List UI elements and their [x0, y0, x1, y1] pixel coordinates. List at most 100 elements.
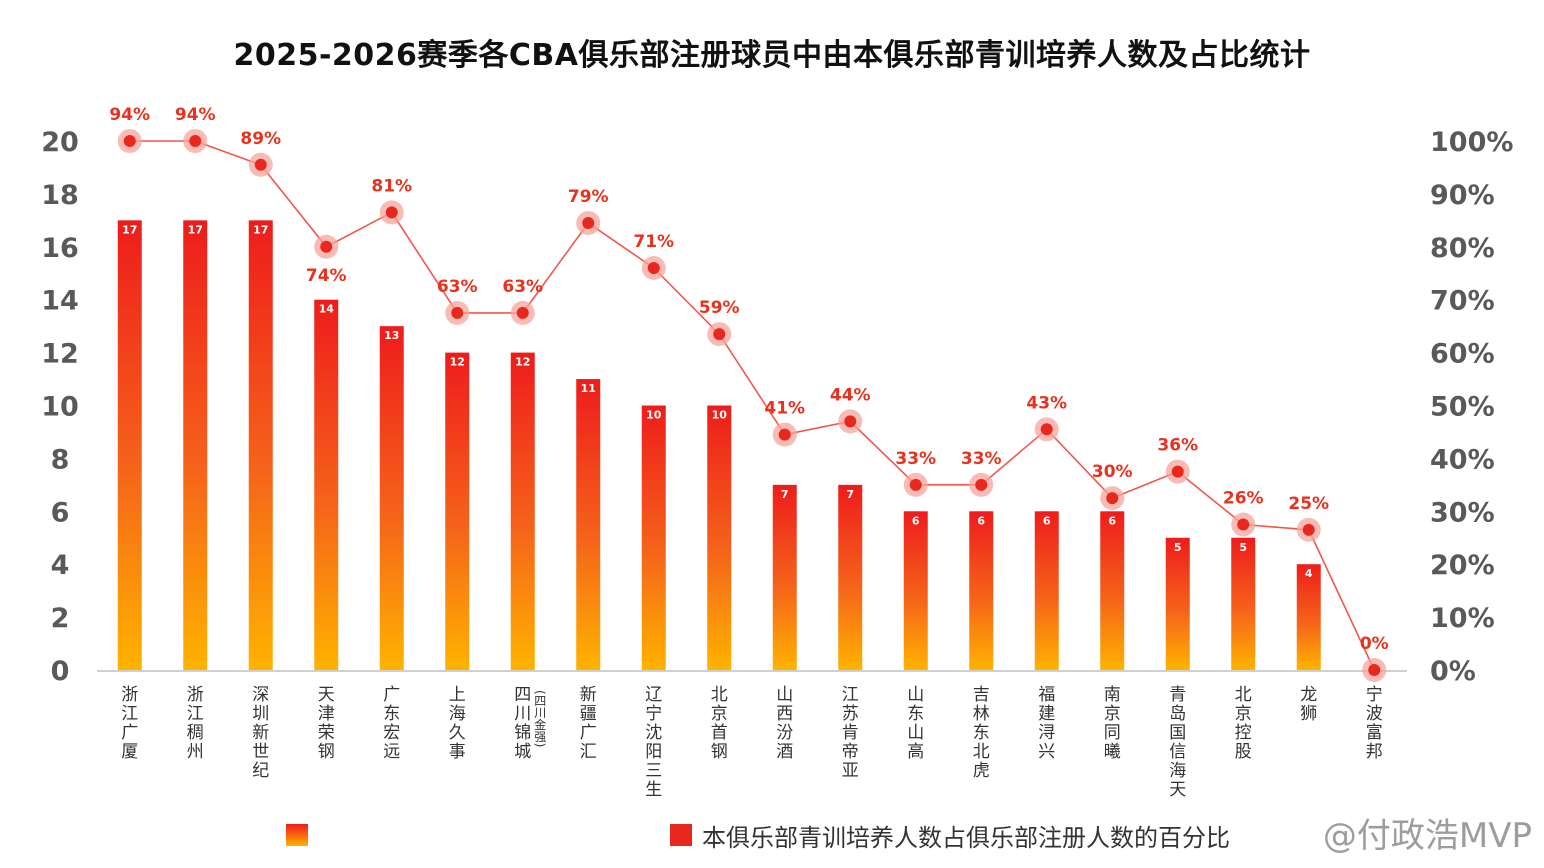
x-category-char: 世: [252, 742, 269, 762]
x-category-char: 帝: [842, 742, 859, 762]
percent-label: 94%: [175, 105, 216, 125]
bar: [445, 352, 470, 670]
bar: [903, 511, 928, 670]
x-category-char: 三: [645, 761, 662, 781]
line-point: [844, 415, 857, 428]
x-category-char: 北: [1235, 685, 1252, 705]
line-point: [647, 261, 660, 274]
bar: [183, 220, 208, 670]
x-category-char: 广: [121, 723, 138, 743]
line-point: [1368, 664, 1381, 676]
bar: [838, 484, 863, 670]
line-point: [1302, 523, 1315, 536]
x-category-char: 北: [711, 685, 728, 705]
x-category-char: 阳: [645, 742, 662, 762]
line-point: [385, 206, 398, 219]
x-category-char: 广: [580, 723, 597, 743]
x-category-char: 京: [1235, 704, 1252, 724]
right-tick-label: 20%: [1430, 550, 1495, 581]
legend-line-swatch: [670, 824, 692, 846]
x-category-char: 汇: [580, 742, 597, 762]
x-category-char: 上: [449, 685, 466, 705]
left-tick-label: 20: [41, 127, 79, 158]
right-tick-label: 100%: [1430, 127, 1513, 158]
x-category-char: 深: [252, 685, 269, 705]
line-point: [320, 240, 333, 253]
x-category-char: 宁: [1366, 685, 1383, 705]
x-category-char: 疆: [580, 704, 597, 724]
percent-label: 59%: [699, 298, 740, 318]
bar-value-label: 6: [1043, 514, 1051, 527]
bar-value-label: 13: [384, 329, 399, 342]
right-tick-label: 10%: [1430, 603, 1495, 634]
bar: [1296, 564, 1321, 670]
percent-label: 74%: [306, 266, 347, 286]
bar-value-label: 5: [1174, 541, 1182, 554]
x-category-char: 生: [645, 780, 662, 800]
bar-value-label: 6: [1108, 514, 1116, 527]
x-category-char: 辽: [645, 685, 662, 705]
x-category-char: 岛: [1169, 704, 1186, 724]
x-category-char: 钢: [711, 742, 728, 762]
x-category-char: 荣: [318, 723, 335, 743]
x-category-label: 龙狮: [1300, 685, 1317, 724]
percentage-line-series: 94% 94% 89% 74% 81% 63% 63% 79% 71% 59% 41% 44% 33% 3…: [109, 105, 1389, 682]
x-category-char: 首: [711, 723, 728, 743]
x-category-char: 锦: [514, 723, 531, 743]
line-point: [1171, 465, 1184, 478]
bar: [576, 379, 601, 670]
right-tick-label: 40%: [1430, 444, 1495, 475]
bar-value-label: 10: [712, 409, 728, 422]
left-tick-label: 2: [51, 603, 70, 634]
line-point: [1237, 518, 1250, 531]
bar: [1231, 537, 1256, 670]
x-category-char: 曦: [1104, 742, 1121, 762]
percent-label: 94%: [109, 105, 150, 125]
bar: [1165, 537, 1190, 670]
right-axis: 0% 10% 20% 30% 40% 50% 60% 70% 80% 90% 100%: [1430, 127, 1513, 687]
bar-value-label: 7: [846, 488, 854, 501]
line-point: [254, 158, 267, 171]
x-category-char: 久: [449, 723, 466, 743]
x-category-char: 京: [1104, 704, 1121, 724]
bar-value-label: 14: [319, 303, 335, 316]
x-category-char: 州: [187, 742, 204, 762]
bar: [510, 352, 535, 670]
x-category-char: 远: [383, 742, 400, 762]
percent-label: 43%: [1026, 393, 1067, 413]
bar: [707, 405, 732, 670]
percent-label: 41%: [764, 399, 805, 419]
bar-value-label: 6: [912, 514, 920, 527]
x-category-char: 福: [1038, 685, 1055, 705]
bar: [379, 326, 404, 670]
bar: [1100, 511, 1125, 670]
x-category-char: 股: [1235, 742, 1252, 762]
x-category-char: 沈: [645, 723, 662, 743]
bar-value-label: 17: [188, 223, 203, 236]
legend-line-item: 本俱乐部青训培养人数占俱乐部注册人数的百分比: [670, 818, 1230, 852]
line-point: [975, 478, 988, 491]
x-category-char: 狮: [1300, 704, 1317, 724]
percent-label: 0%: [1360, 634, 1389, 654]
percent-label: 63%: [437, 277, 478, 297]
x-category-char: 新: [252, 723, 269, 743]
x-category-char: 钢: [318, 742, 335, 762]
x-category-side-note: (四川金强): [533, 690, 547, 747]
x-category-char: 信: [1169, 742, 1186, 762]
x-category-char: 波: [1366, 704, 1383, 724]
line-point: [451, 306, 464, 319]
percent-label: 36%: [1157, 436, 1198, 456]
x-category-char: 纪: [252, 761, 269, 781]
